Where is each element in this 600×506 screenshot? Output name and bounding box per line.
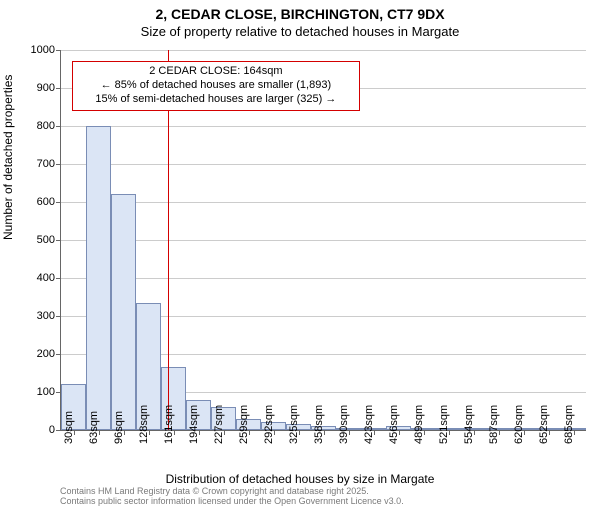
property-annotation: 2 CEDAR CLOSE: 164sqm← 85% of detached h…	[72, 61, 361, 110]
ytick-mark	[56, 240, 61, 241]
ytick-mark	[56, 126, 61, 127]
y-axis-label: Number of detached properties	[1, 75, 15, 240]
ytick-label: 400	[15, 272, 55, 284]
footer-attribution-1: Contains HM Land Registry data © Crown c…	[60, 486, 369, 496]
footer-attribution-2: Contains public sector information licen…	[60, 496, 404, 506]
ytick-label: 500	[15, 234, 55, 246]
gridline	[61, 278, 586, 279]
chart-title: 2, CEDAR CLOSE, BIRCHINGTON, CT7 9DX	[0, 6, 600, 22]
ytick-label: 600	[15, 196, 55, 208]
histogram-bar	[111, 194, 136, 430]
annotation-line-2: ← 85% of detached houses are smaller (1,…	[79, 79, 354, 93]
ytick-mark	[56, 88, 61, 89]
gridline	[61, 164, 586, 165]
property-size-histogram: 2, CEDAR CLOSE, BIRCHINGTON, CT7 9DX Siz…	[0, 0, 600, 500]
x-axis-label: Distribution of detached houses by size …	[0, 472, 600, 486]
ytick-label: 800	[15, 120, 55, 132]
ytick-mark	[56, 202, 61, 203]
ytick-label: 700	[15, 158, 55, 170]
ytick-label: 300	[15, 310, 55, 322]
gridline	[61, 202, 586, 203]
annotation-line-3: 15% of semi-detached houses are larger (…	[79, 93, 354, 107]
annotation-line-1: 2 CEDAR CLOSE: 164sqm	[79, 65, 354, 79]
gridline	[61, 240, 586, 241]
plot-area: 2 CEDAR CLOSE: 164sqm← 85% of detached h…	[60, 50, 586, 431]
ytick-label: 900	[15, 82, 55, 94]
ytick-mark	[56, 164, 61, 165]
ytick-mark	[56, 278, 61, 279]
ytick-mark	[56, 50, 61, 51]
ytick-mark	[56, 430, 61, 431]
gridline	[61, 126, 586, 127]
ytick-mark	[56, 354, 61, 355]
ytick-label: 0	[15, 424, 55, 436]
gridline	[61, 50, 586, 51]
ytick-label: 100	[15, 386, 55, 398]
ytick-mark	[56, 316, 61, 317]
ytick-label: 200	[15, 348, 55, 360]
histogram-bar	[86, 126, 111, 430]
chart-subtitle: Size of property relative to detached ho…	[0, 24, 600, 39]
ytick-label: 1000	[15, 44, 55, 56]
